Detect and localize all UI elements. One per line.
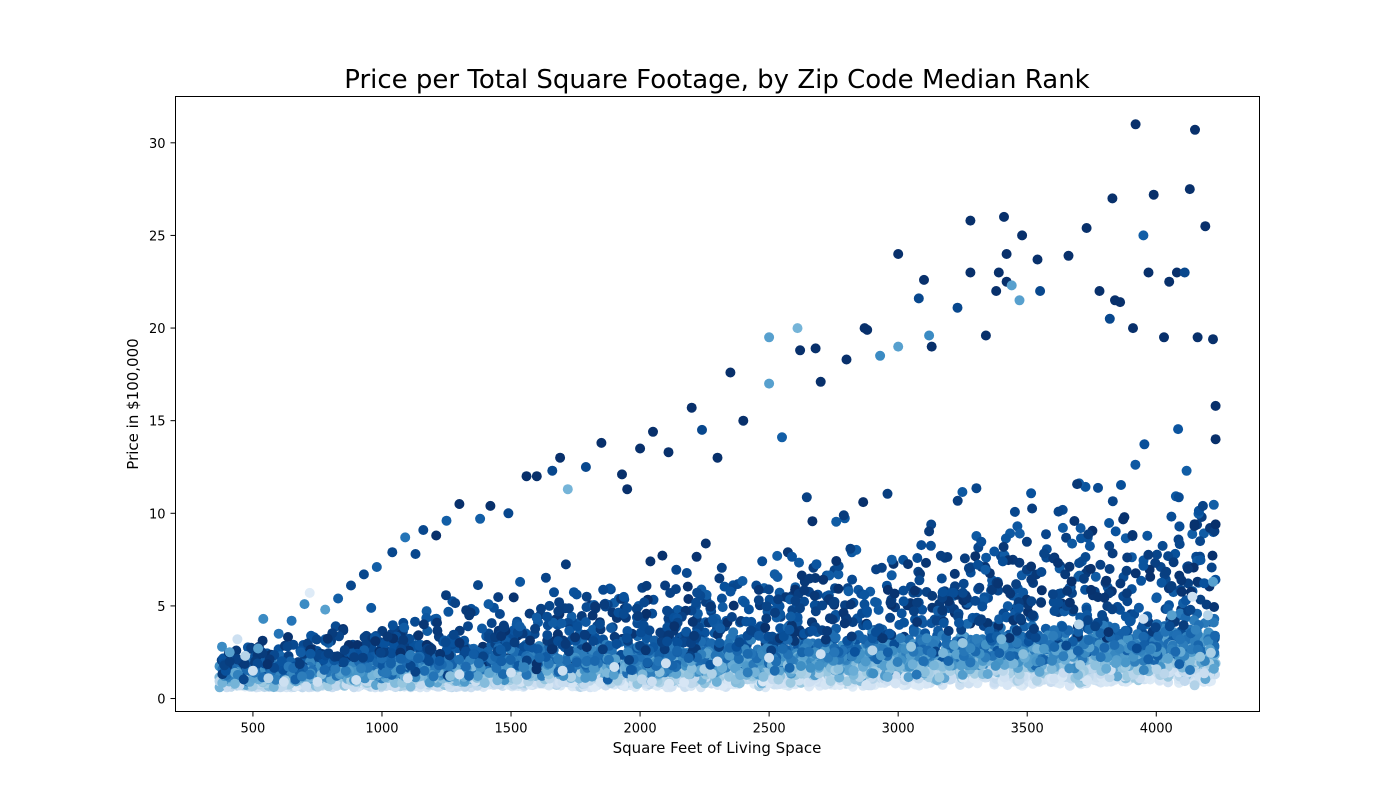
data-point: [581, 591, 592, 602]
data-point: [1166, 511, 1177, 522]
data-point: [1014, 528, 1025, 539]
data-point: [1208, 499, 1219, 510]
data-point: [772, 572, 783, 582]
data-point: [1130, 459, 1141, 470]
data-point: [1187, 529, 1198, 540]
data-point: [934, 672, 945, 683]
data-point: [757, 556, 768, 567]
data-point: [831, 516, 842, 527]
data-point: [410, 616, 420, 627]
data-point: [1179, 676, 1190, 687]
data-point: [936, 573, 947, 584]
chart-title: Price per Total Square Footage, by Zip C…: [344, 65, 1090, 95]
data-point: [716, 593, 727, 604]
data-point: [958, 578, 969, 589]
data-point: [895, 633, 906, 644]
data-point: [801, 492, 812, 503]
data-point: [1021, 536, 1032, 547]
data-point: [1082, 675, 1092, 686]
data-point: [825, 676, 836, 686]
data-point: [1093, 482, 1103, 493]
data-point: [1031, 675, 1042, 686]
data-point: [981, 552, 992, 563]
data-point: [1112, 671, 1123, 682]
data-point: [982, 669, 993, 679]
data-point: [664, 678, 675, 689]
data-point: [916, 540, 927, 551]
data-point: [882, 488, 893, 499]
data-point: [785, 677, 796, 688]
data-point: [366, 602, 377, 613]
data-point: [847, 574, 858, 585]
data-point: [1185, 665, 1195, 675]
data-point: [1057, 522, 1068, 533]
data-point: [1189, 680, 1200, 691]
data-point: [890, 678, 901, 689]
data-point: [753, 595, 764, 606]
data-point: [838, 510, 849, 521]
data-point: [1002, 601, 1013, 612]
data-point: [842, 676, 853, 687]
data-point: [1104, 518, 1115, 528]
data-point: [1009, 506, 1020, 517]
data-point: [443, 606, 454, 617]
data-point: [728, 600, 739, 611]
data-point: [861, 680, 872, 690]
data-point: [1138, 665, 1149, 676]
data-point: [737, 576, 748, 586]
data-point: [1116, 480, 1126, 490]
points-layer: [214, 119, 1221, 693]
data-point: [515, 576, 526, 587]
